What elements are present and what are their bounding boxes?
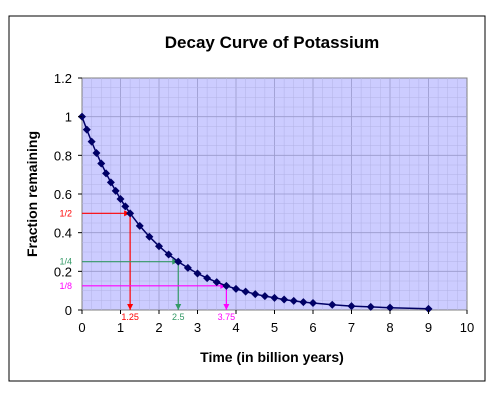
x-tick-label: 5 xyxy=(271,320,278,335)
y-axis-label: Fraction remaining xyxy=(24,131,40,257)
y-tick-label: 0.2 xyxy=(54,264,72,279)
data-point xyxy=(424,304,433,313)
annotation-x-label: 1.25 xyxy=(121,312,139,322)
data-point xyxy=(241,287,250,296)
data-point xyxy=(155,242,163,251)
y-tick-label: 0.6 xyxy=(54,187,72,202)
gridlines xyxy=(82,78,467,310)
data-point xyxy=(299,298,308,307)
decay-series xyxy=(78,112,433,313)
data-point xyxy=(97,159,106,168)
annotation-y-label: 1/2 xyxy=(59,208,72,218)
annotation-x-label: 3.75 xyxy=(218,312,236,322)
x-tick-label: 10 xyxy=(460,320,474,335)
half-life-annotations: 1/2 1.25 1/4 2.5 1/8 3.75 xyxy=(59,208,235,322)
data-point xyxy=(251,290,260,299)
annotation-arrowhead-down xyxy=(127,304,134,310)
data-point xyxy=(106,178,115,187)
x-tick-label: 0 xyxy=(78,320,85,335)
x-axis-label: Time (in billion years) xyxy=(200,349,344,365)
x-tick-label: 7 xyxy=(348,320,355,335)
x-tick-label: 1 xyxy=(117,320,124,335)
data-point xyxy=(121,202,130,211)
x-tick-label: 6 xyxy=(309,320,316,335)
data-point xyxy=(87,137,96,146)
data-point xyxy=(135,221,144,230)
y-tick-label: 0 xyxy=(65,303,72,318)
annotation-x-label: 2.5 xyxy=(172,312,185,322)
data-point xyxy=(222,281,231,290)
data-point xyxy=(111,186,120,195)
data-point xyxy=(193,269,202,278)
data-point xyxy=(145,232,154,241)
data-point xyxy=(164,250,173,259)
data-point xyxy=(116,195,125,204)
data-point xyxy=(309,299,317,308)
annotation-y-label: 1/8 xyxy=(59,281,72,291)
data-point xyxy=(347,302,356,311)
x-axis-ticks: 0 1 2 3 4 5 6 7 8 9 10 xyxy=(78,310,474,335)
data-point xyxy=(386,303,394,312)
y-tick-label: 0.8 xyxy=(54,148,72,163)
x-tick-label: 4 xyxy=(232,320,239,335)
x-tick-label: 8 xyxy=(386,320,393,335)
data-point xyxy=(328,300,337,309)
data-point xyxy=(102,169,111,178)
data-point xyxy=(174,257,183,266)
annotation-3: 1/8 3.75 xyxy=(59,281,235,322)
annotation-y-label: 1/4 xyxy=(59,257,72,267)
data-point xyxy=(270,293,279,302)
y-tick-label: 1.2 xyxy=(54,71,72,86)
y-tick-label: 0.4 xyxy=(54,226,72,241)
data-point xyxy=(92,149,101,158)
data-point xyxy=(260,292,269,301)
data-point xyxy=(366,302,375,311)
chart-title: Decay Curve of Potassium xyxy=(165,33,379,52)
data-point xyxy=(280,295,289,304)
x-tick-label: 3 xyxy=(194,320,201,335)
data-point xyxy=(212,278,221,287)
x-tick-label: 9 xyxy=(425,320,432,335)
data-point xyxy=(289,296,298,305)
data-point xyxy=(232,284,240,293)
annotation-arrowhead-down xyxy=(175,304,182,310)
data-point xyxy=(183,263,192,272)
data-point xyxy=(82,125,91,134)
data-point xyxy=(126,209,135,218)
y-axis-ticks: 0 0.2 0.4 0.6 0.8 1 1.2 xyxy=(54,71,82,318)
y-tick-label: 1 xyxy=(65,110,72,125)
annotation-arrowhead-down xyxy=(223,304,230,310)
data-point xyxy=(203,274,212,283)
x-tick-label: 2 xyxy=(155,320,162,335)
